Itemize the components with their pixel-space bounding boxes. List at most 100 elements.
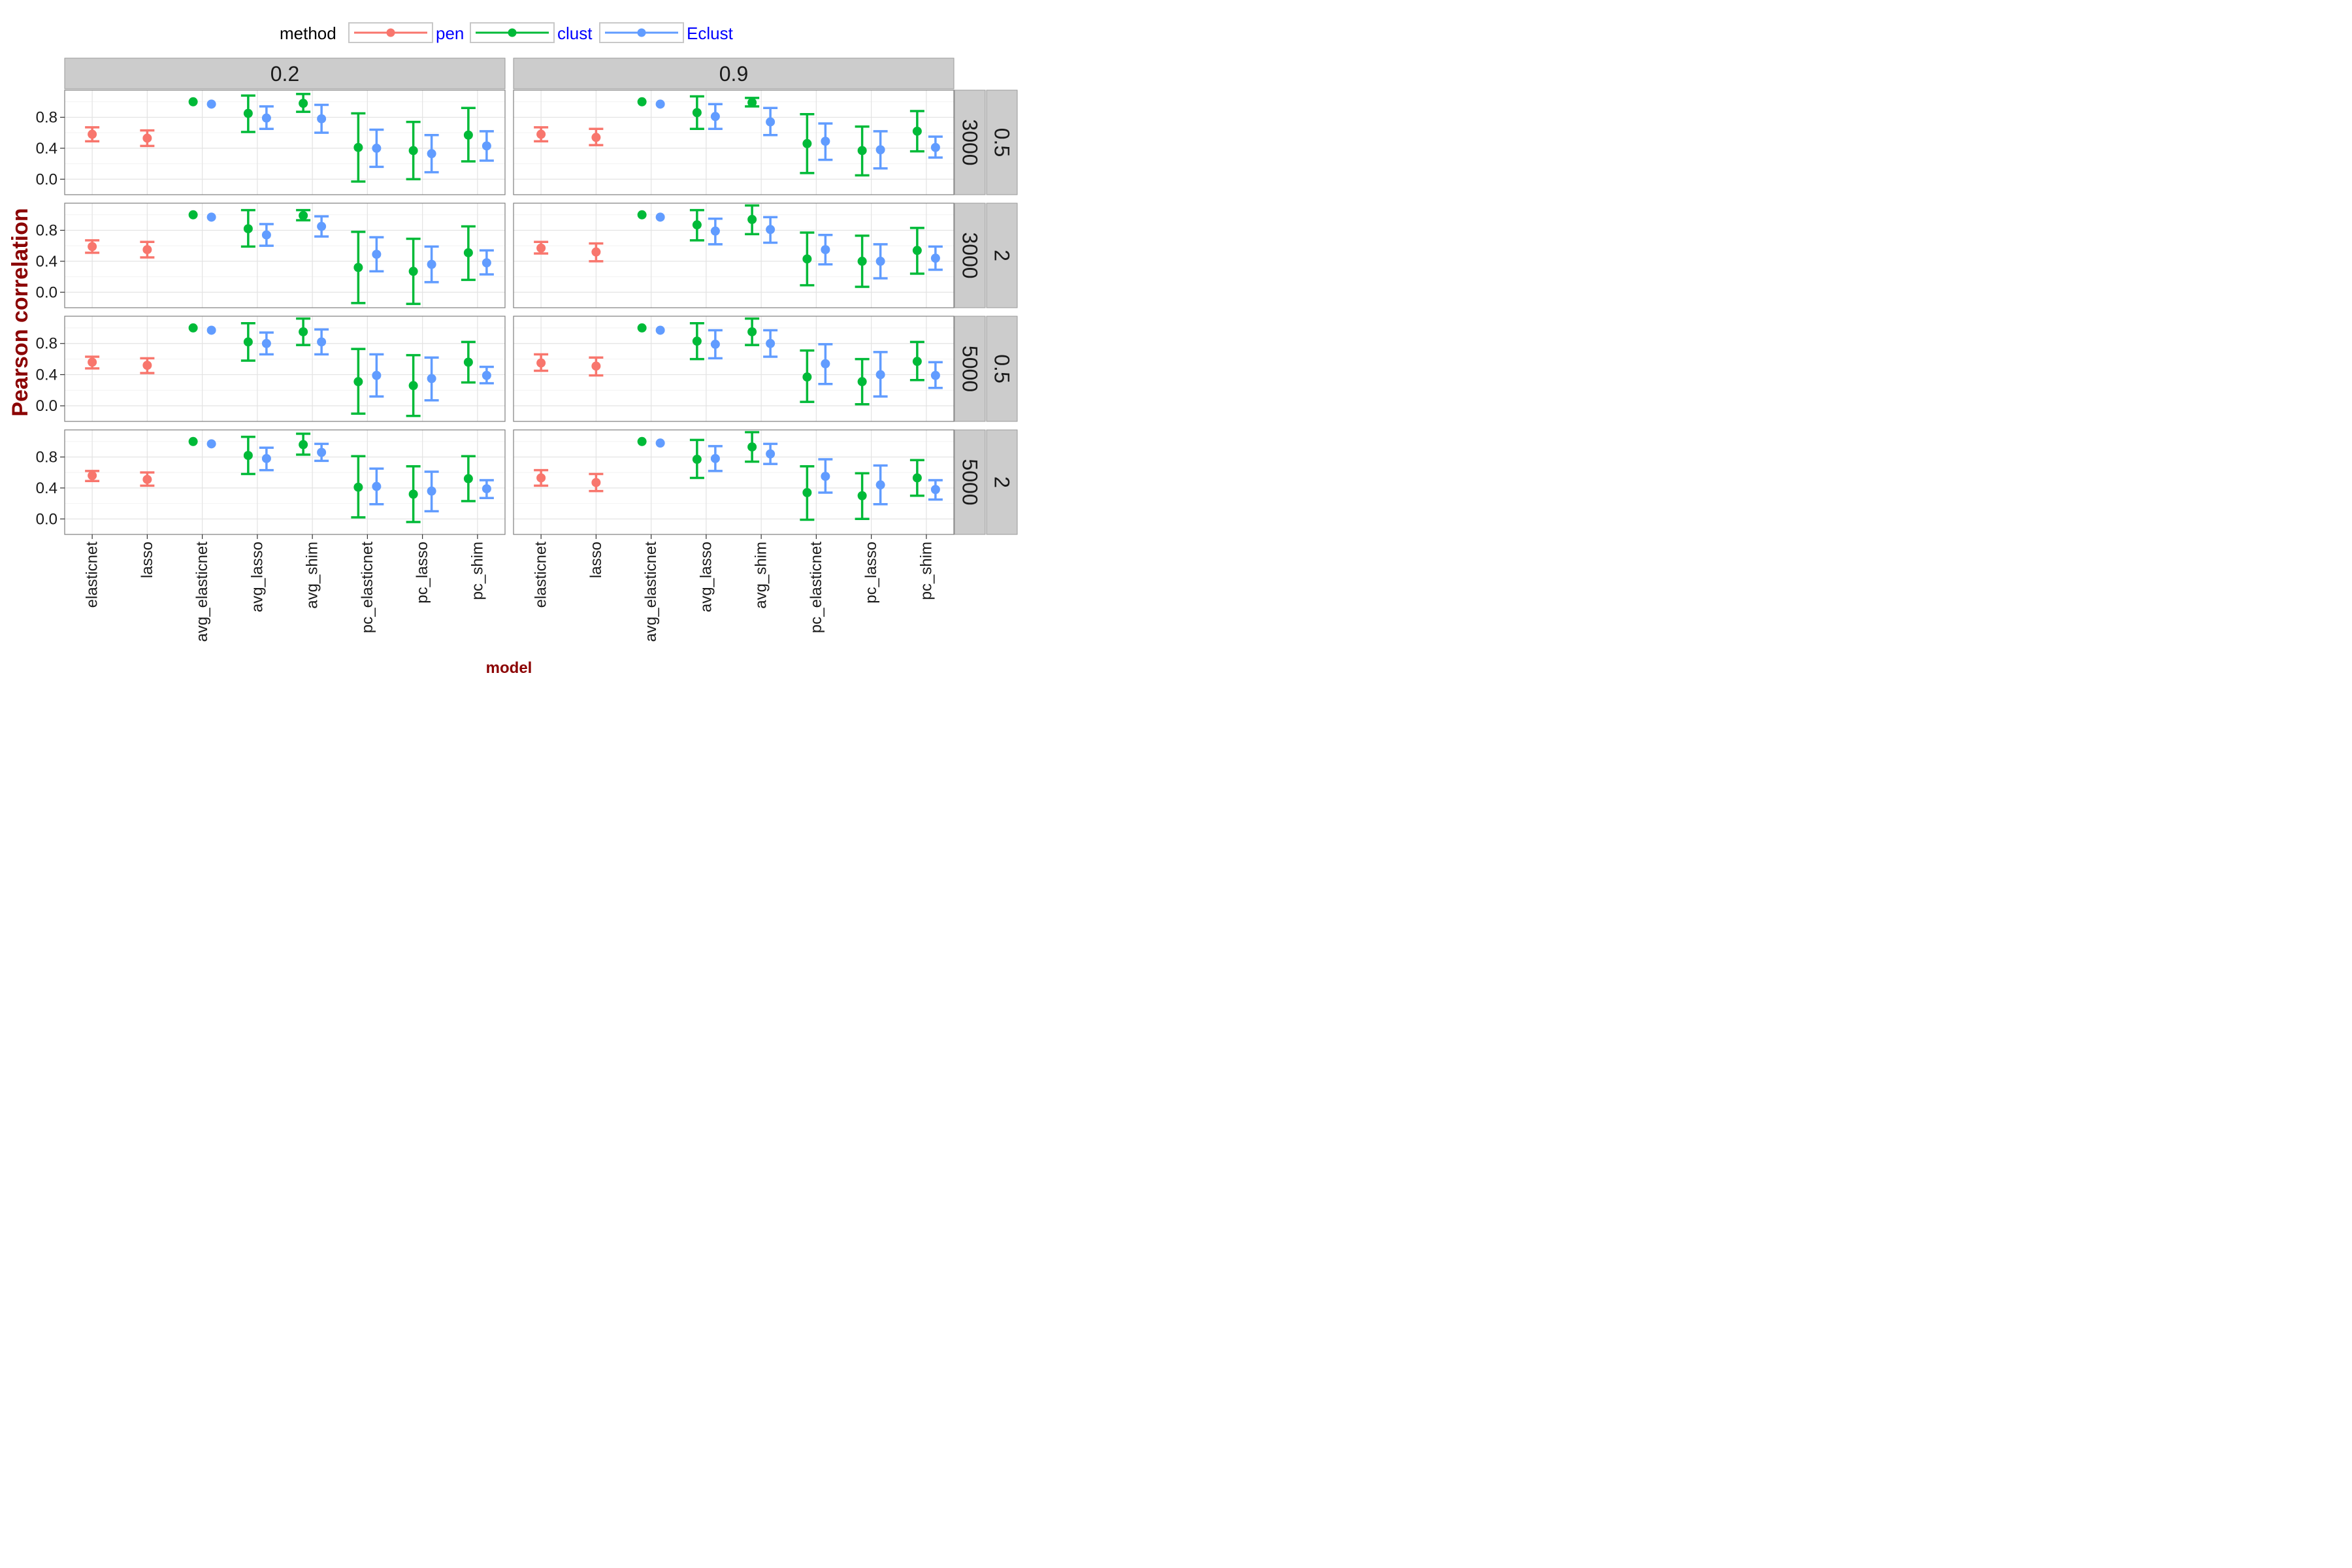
x-tick-label: lasso [587,542,605,578]
x-tick-label: avg_elasticnet [642,542,660,642]
x-tick-label: avg_lasso [697,542,715,612]
point-Eclust [655,99,665,109]
row-strip-outer-label: 0.5 [990,128,1014,157]
point-Eclust [317,114,327,123]
panel [513,316,955,422]
point-pen [536,473,546,483]
point-clust [912,473,922,483]
y-tick-label: 0.0 [36,171,57,188]
row-strip-inner-label: 3000 [958,119,982,165]
legend-point-pen [386,28,395,37]
point-clust [692,108,702,118]
point-Eclust [821,137,830,146]
legend-title: method [280,24,336,43]
point-Eclust [710,453,720,463]
point-Eclust [821,245,830,255]
point-Eclust [710,339,720,349]
point-Eclust [875,480,885,490]
point-pen [142,245,152,255]
row-strip-inner [954,203,986,308]
point-Eclust [261,230,271,240]
x-tick-label: avg_shim [753,542,770,609]
point-clust [692,220,702,230]
legend-label-Eclust: Eclust [687,24,734,43]
x-tick-label: avg_shim [304,542,321,609]
y-tick-label: 0.8 [36,221,57,239]
axes: 0.0 0.4 0.8 0.0 0.4 0.8 0.0 0.4 0.8 0.0 0.4 0.8 elas… [36,108,936,642]
panel-border [513,90,955,195]
point-Eclust [930,370,940,380]
panel-border [513,316,955,422]
row-strip-outer [986,316,1018,422]
point-clust [802,488,812,497]
point-clust [747,214,757,224]
point-Eclust [766,449,776,459]
point-Eclust [317,448,327,457]
point-clust [408,489,418,499]
point-clust [463,248,473,257]
point-clust [692,336,702,346]
row-strip-inner [954,429,986,535]
x-tick-label: elasticnet [84,542,101,608]
point-clust [408,381,418,391]
point-pen [142,474,152,484]
row-strip-outer [986,429,1018,535]
point-Eclust [261,338,271,348]
point-Eclust [261,113,271,123]
point-clust [299,99,308,108]
point-clust [188,323,198,333]
point-clust [243,108,253,118]
facet-strips: 0.2 0.9 3000 0.5 3000 2 5000 0.5 5000 2 [64,57,1018,535]
point-pen [591,478,601,487]
point-Eclust [482,370,491,380]
y-tick-label: 0.4 [36,480,57,497]
point-clust [243,337,253,347]
point-pen [142,133,152,143]
x-tick-label: avg_lasso [248,542,266,612]
point-clust [188,210,198,220]
row-strip-inner-label: 3000 [958,232,982,278]
point-Eclust [875,256,885,266]
point-clust [243,224,253,234]
x-tick-label: pc_elasticnet [359,542,376,633]
x-tick-label: pc_shim [917,542,935,600]
panel [513,203,955,308]
point-pen [88,129,97,139]
legend-point-clust [508,28,517,37]
point-Eclust [710,112,720,122]
y-tick-label: 0.4 [36,253,57,270]
y-tick-label: 0.0 [36,284,57,301]
point-clust [353,482,363,492]
column-strip [64,57,506,90]
panel-border [64,203,506,308]
point-clust [802,254,812,264]
point-clust [747,442,757,452]
panel-border [64,429,506,535]
point-clust [857,256,867,266]
panel-border [513,203,955,308]
row-strip-inner [954,90,986,195]
point-clust [463,474,473,483]
point-clust [912,357,922,367]
point-Eclust [766,117,776,127]
point-Eclust [206,212,216,222]
point-pen [591,361,601,371]
point-pen [88,470,97,480]
point-pen [88,357,97,367]
point-clust [637,436,647,446]
point-clust [857,377,867,387]
panel [64,429,506,535]
point-Eclust [261,453,271,463]
point-clust [243,451,253,461]
point-clust [857,491,867,500]
point-Eclust [206,325,216,335]
panel-border [64,90,506,195]
point-Eclust [821,359,830,368]
row-strip-outer [986,90,1018,195]
row-strip-outer [986,203,1018,308]
point-clust [857,146,867,155]
y-axis-title: Pearson correlation [8,208,33,416]
point-Eclust [372,143,382,153]
point-pen [536,358,546,368]
